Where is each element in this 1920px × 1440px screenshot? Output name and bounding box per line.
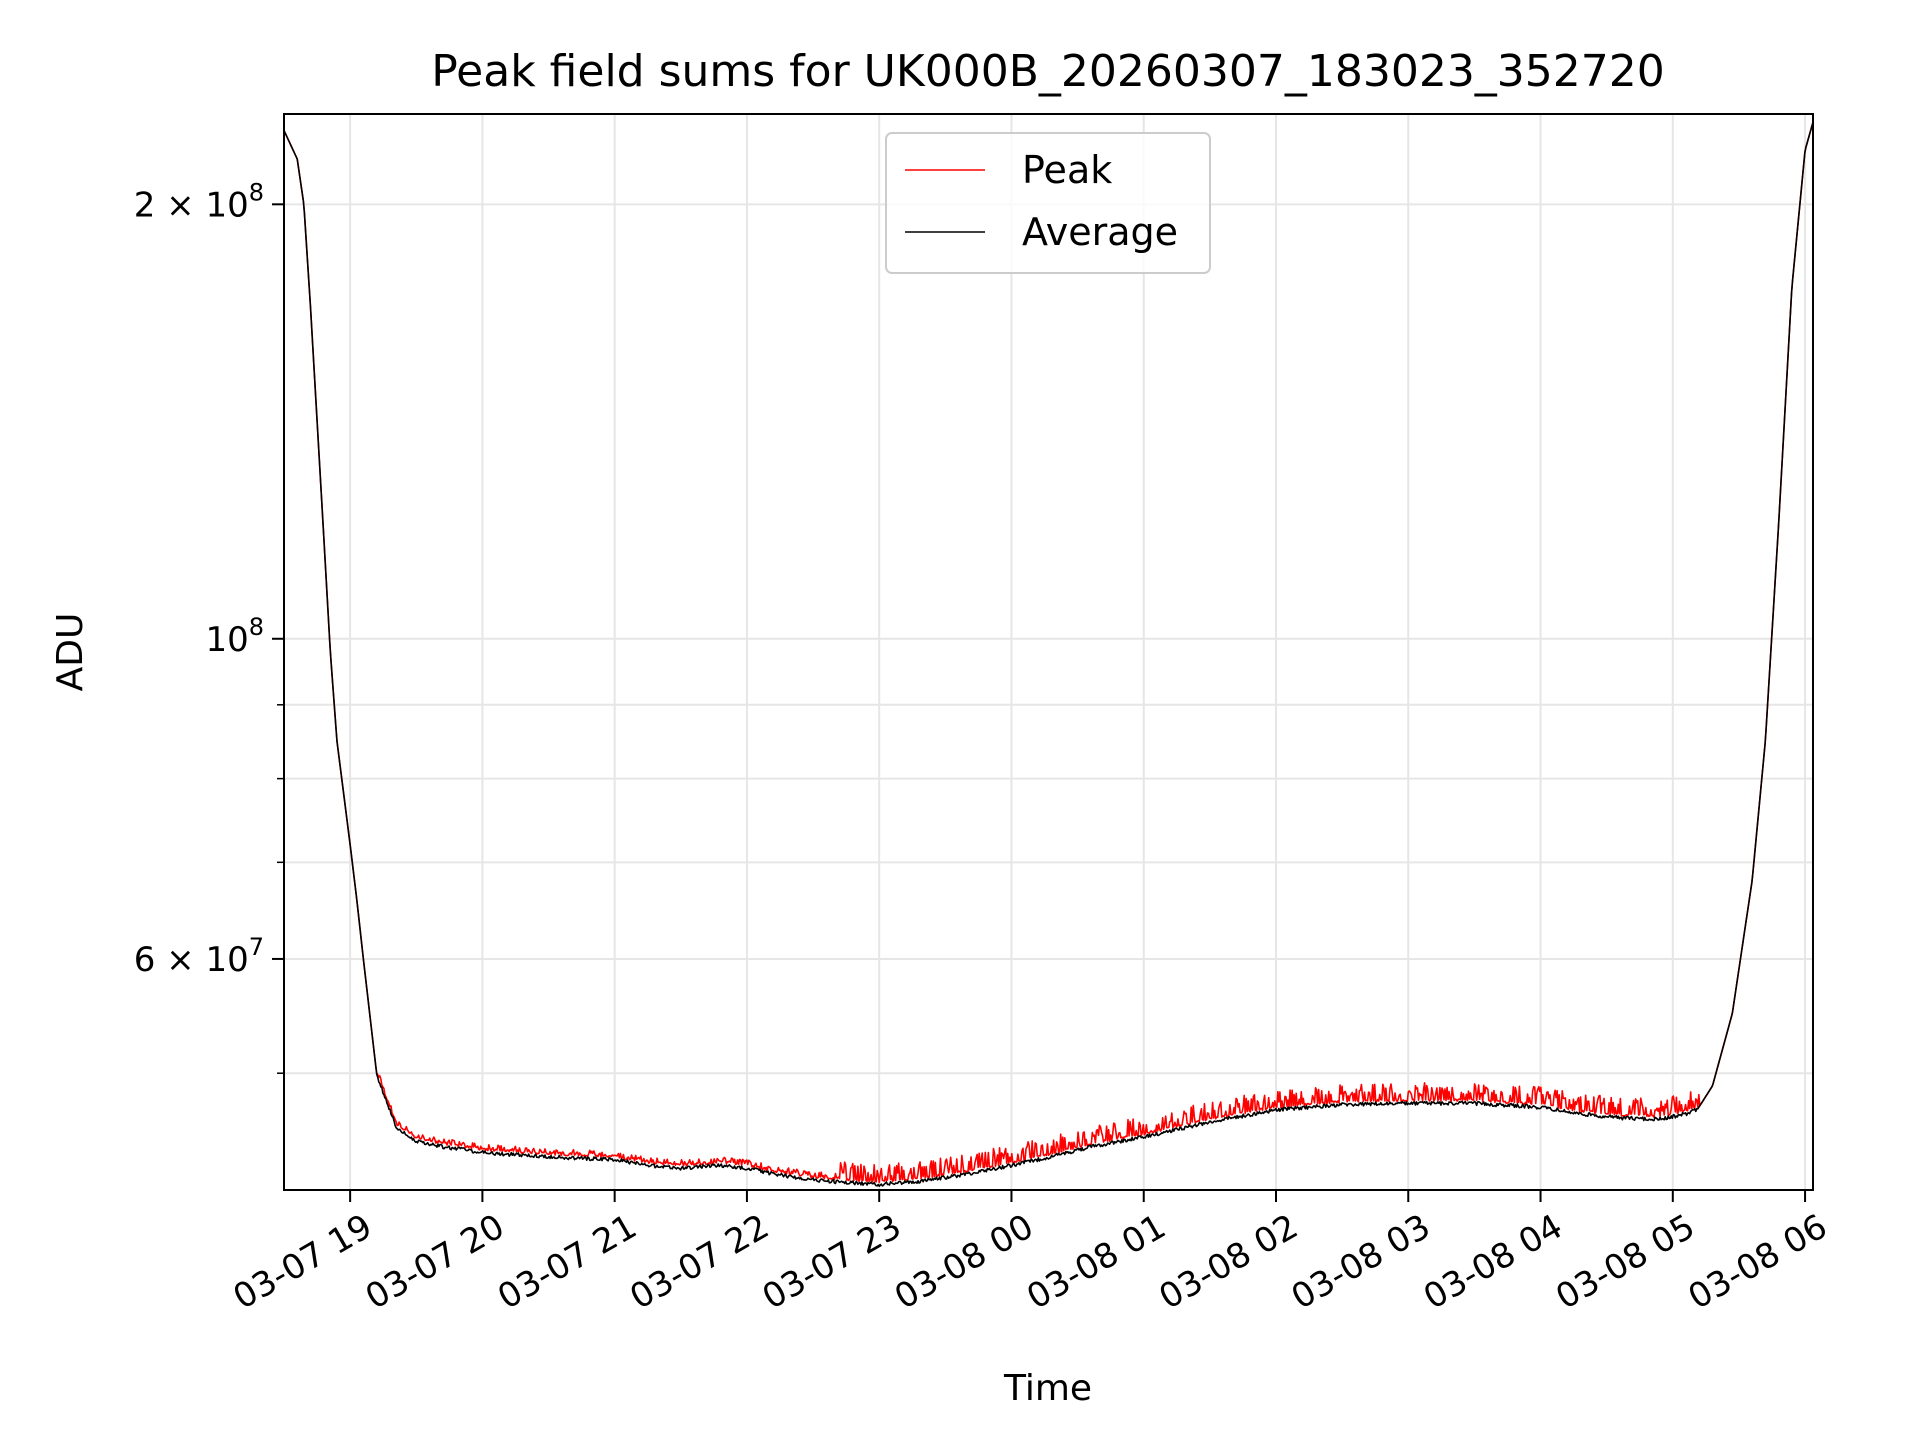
y-axis-ticks: 6 × 107 108 2 × 108 bbox=[134, 178, 284, 1074]
chart-title: Peak field sums for UK000B_20260307_1830… bbox=[431, 46, 1665, 97]
x-axis-label: Time bbox=[1003, 1368, 1092, 1409]
series-line-peak bbox=[283, 121, 1814, 1184]
y-tick-label: 6 × 107 bbox=[134, 933, 264, 980]
plot-frame bbox=[283, 113, 1814, 1191]
y-axis-label: ADU bbox=[50, 613, 91, 692]
legend-box bbox=[885, 132, 1211, 274]
legend-average-label: Average bbox=[1022, 210, 1178, 254]
series-line-average bbox=[283, 121, 1814, 1188]
legend: Peak Average bbox=[885, 132, 1211, 274]
y-tick-label: 108 bbox=[205, 613, 264, 660]
plot-series bbox=[283, 121, 1814, 1188]
y-tick-label: 2 × 108 bbox=[134, 178, 264, 225]
legend-peak-label: Peak bbox=[1022, 148, 1112, 192]
